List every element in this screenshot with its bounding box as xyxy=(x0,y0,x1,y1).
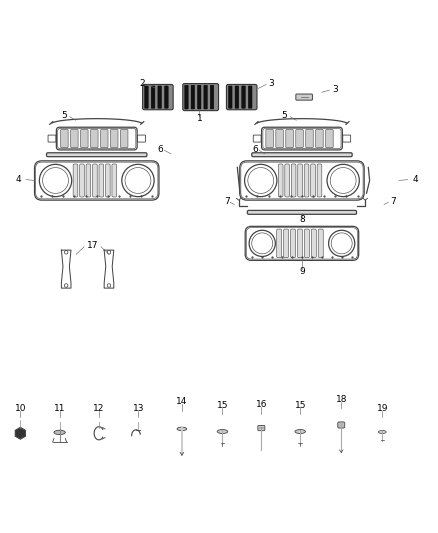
Text: 13: 13 xyxy=(132,404,144,413)
Text: 15: 15 xyxy=(217,401,228,410)
Text: 15: 15 xyxy=(294,401,306,410)
FancyBboxPatch shape xyxy=(276,130,283,148)
FancyBboxPatch shape xyxy=(110,130,118,148)
FancyBboxPatch shape xyxy=(185,85,188,109)
FancyBboxPatch shape xyxy=(316,130,323,148)
FancyBboxPatch shape xyxy=(226,84,257,110)
Text: 11: 11 xyxy=(54,404,65,413)
FancyBboxPatch shape xyxy=(296,130,303,148)
FancyBboxPatch shape xyxy=(204,85,207,109)
FancyBboxPatch shape xyxy=(210,85,214,109)
Ellipse shape xyxy=(378,431,386,433)
Text: 6: 6 xyxy=(157,145,163,154)
Ellipse shape xyxy=(295,430,305,433)
FancyBboxPatch shape xyxy=(297,229,303,257)
FancyBboxPatch shape xyxy=(242,86,245,108)
FancyBboxPatch shape xyxy=(277,229,282,257)
Text: 8: 8 xyxy=(299,215,305,224)
FancyBboxPatch shape xyxy=(106,164,110,197)
Polygon shape xyxy=(15,427,25,439)
FancyBboxPatch shape xyxy=(112,164,117,197)
FancyBboxPatch shape xyxy=(291,164,296,197)
Text: 16: 16 xyxy=(256,400,267,409)
FancyBboxPatch shape xyxy=(86,164,91,197)
FancyBboxPatch shape xyxy=(258,425,265,431)
Text: 3: 3 xyxy=(268,79,274,87)
FancyBboxPatch shape xyxy=(306,130,313,148)
Text: 17: 17 xyxy=(87,241,98,250)
FancyBboxPatch shape xyxy=(71,130,78,148)
FancyBboxPatch shape xyxy=(81,130,88,148)
FancyBboxPatch shape xyxy=(60,130,68,148)
Text: 9: 9 xyxy=(299,267,305,276)
Text: 12: 12 xyxy=(93,404,105,413)
Text: 5: 5 xyxy=(61,111,67,120)
Ellipse shape xyxy=(177,427,187,431)
FancyBboxPatch shape xyxy=(311,229,316,257)
FancyBboxPatch shape xyxy=(296,94,312,100)
FancyBboxPatch shape xyxy=(120,130,128,148)
FancyBboxPatch shape xyxy=(248,86,252,108)
FancyBboxPatch shape xyxy=(151,86,155,108)
FancyBboxPatch shape xyxy=(158,86,162,108)
FancyBboxPatch shape xyxy=(318,229,323,257)
FancyBboxPatch shape xyxy=(285,164,290,197)
FancyBboxPatch shape xyxy=(73,164,78,197)
Text: 10: 10 xyxy=(14,404,26,413)
FancyBboxPatch shape xyxy=(80,164,84,197)
Text: 18: 18 xyxy=(336,395,347,403)
Text: 7: 7 xyxy=(224,197,230,206)
FancyBboxPatch shape xyxy=(228,86,232,108)
FancyBboxPatch shape xyxy=(92,164,97,197)
Text: 14: 14 xyxy=(176,397,187,406)
FancyBboxPatch shape xyxy=(298,164,302,197)
FancyBboxPatch shape xyxy=(286,130,293,148)
FancyBboxPatch shape xyxy=(338,422,345,428)
FancyBboxPatch shape xyxy=(143,84,173,110)
FancyBboxPatch shape xyxy=(101,130,108,148)
FancyBboxPatch shape xyxy=(252,153,352,157)
FancyBboxPatch shape xyxy=(183,84,219,111)
FancyBboxPatch shape xyxy=(290,229,296,257)
FancyBboxPatch shape xyxy=(304,164,309,197)
FancyBboxPatch shape xyxy=(317,164,322,197)
FancyBboxPatch shape xyxy=(247,211,357,214)
Text: 4: 4 xyxy=(413,175,418,184)
FancyBboxPatch shape xyxy=(304,229,309,257)
FancyBboxPatch shape xyxy=(91,130,98,148)
FancyBboxPatch shape xyxy=(279,164,283,197)
Ellipse shape xyxy=(54,430,65,434)
Text: 1: 1 xyxy=(197,114,202,123)
FancyBboxPatch shape xyxy=(145,86,148,108)
Text: 6: 6 xyxy=(252,145,258,154)
Text: 2: 2 xyxy=(140,79,145,87)
FancyBboxPatch shape xyxy=(46,153,147,157)
FancyBboxPatch shape xyxy=(198,85,201,109)
FancyBboxPatch shape xyxy=(99,164,104,197)
Text: 5: 5 xyxy=(282,111,287,120)
Text: 3: 3 xyxy=(332,85,338,94)
FancyBboxPatch shape xyxy=(311,164,315,197)
Ellipse shape xyxy=(217,430,228,433)
FancyBboxPatch shape xyxy=(283,229,289,257)
FancyBboxPatch shape xyxy=(191,85,194,109)
Text: 4: 4 xyxy=(15,175,21,184)
Text: 19: 19 xyxy=(377,404,388,413)
FancyBboxPatch shape xyxy=(266,130,273,148)
FancyBboxPatch shape xyxy=(326,130,333,148)
FancyBboxPatch shape xyxy=(235,86,239,108)
FancyBboxPatch shape xyxy=(165,86,168,108)
Text: 7: 7 xyxy=(390,197,396,206)
